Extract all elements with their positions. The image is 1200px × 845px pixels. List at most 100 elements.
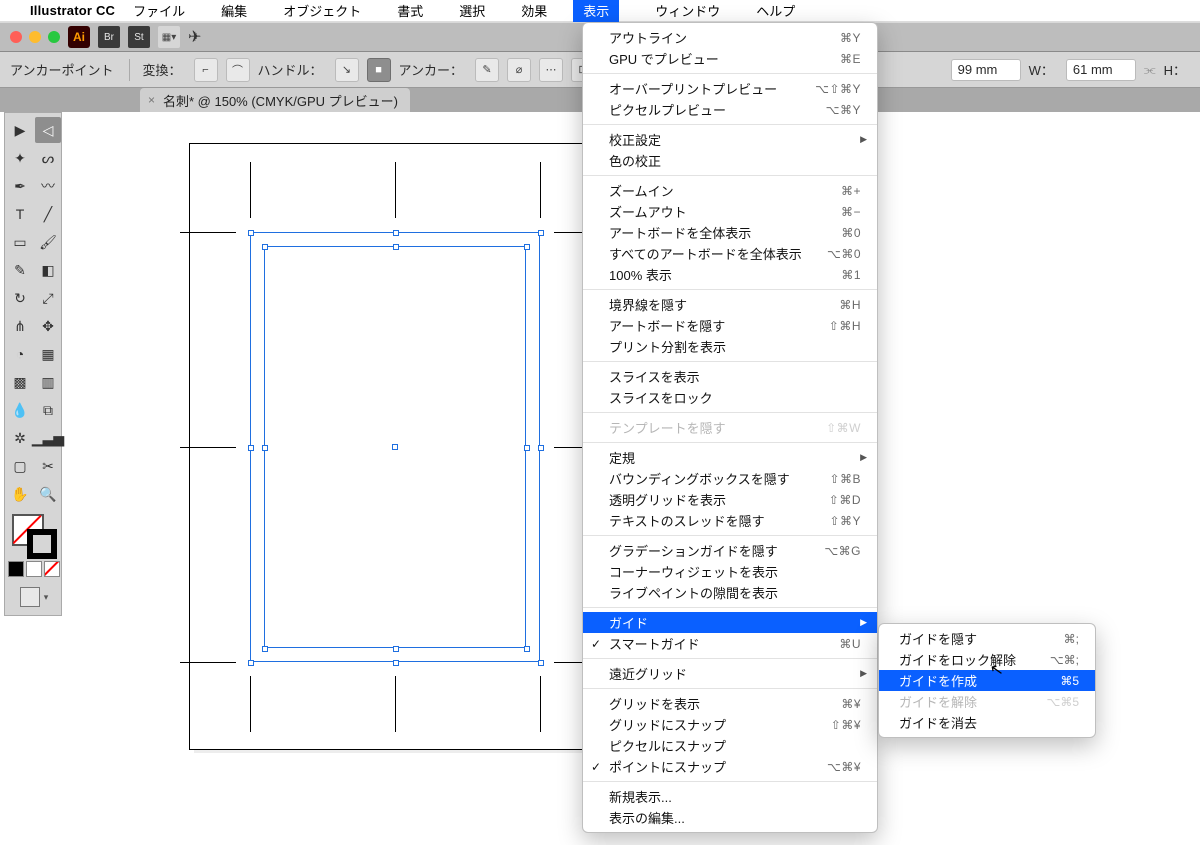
hand-tool[interactable]: ✋	[7, 481, 33, 507]
menu-効果[interactable]: 効果	[521, 1, 547, 20]
illustrator-logo-icon: Ai	[68, 26, 90, 48]
pen-tool[interactable]: ✒	[7, 173, 33, 199]
menuitem-アウトライン[interactable]: アウトライン⌘Y	[583, 27, 877, 48]
menuitem-グリッドを表示[interactable]: グリッドを表示⌘¥	[583, 693, 877, 714]
menu-書式[interactable]: 書式	[397, 1, 423, 20]
menu-オブジェクト[interactable]: オブジェクト	[283, 1, 361, 20]
menuitem-すべてのアートボードを全体表示[interactable]: すべてのアートボードを全体表示⌥⌘0	[583, 243, 877, 264]
rectangle-tool[interactable]: ▭	[7, 229, 33, 255]
type-tool[interactable]: T	[7, 201, 33, 227]
menuitem-ライブペイントの隙間を表示[interactable]: ライブペイントの隙間を表示	[583, 582, 877, 603]
w-field[interactable]: 61 mm	[1066, 59, 1136, 81]
menuitem-グラデーションガイドを隠す[interactable]: グラデーションガイドを隠す⌥⌘G	[583, 540, 877, 561]
pencil-tool[interactable]: ✎	[7, 257, 33, 283]
menuitem-スライスをロック[interactable]: スライスをロック	[583, 387, 877, 408]
paintbrush-tool[interactable]: 🖌	[35, 229, 61, 255]
submenuitem-ガイドをロック解除[interactable]: ガイドをロック解除⌥⌘;	[879, 649, 1095, 670]
menuitem-定規[interactable]: 定規	[583, 447, 877, 468]
graph-tool[interactable]: ▁▃▅	[35, 425, 61, 451]
h-label: H：	[1164, 60, 1186, 79]
document-tab[interactable]: × 名刺* @ 150% (CMYK/GPU プレビュー)	[140, 88, 410, 112]
menuitem-ズームイン[interactable]: ズームイン⌘+	[583, 180, 877, 201]
stock-icon[interactable]: St	[128, 26, 150, 48]
slice-tool[interactable]: ✂	[35, 453, 61, 479]
menuitem-ポイントにスナップ[interactable]: ポイントにスナップ⌥⌘¥	[583, 756, 877, 777]
lasso-tool[interactable]: ᔕ	[35, 145, 61, 171]
symbol-sprayer-tool[interactable]: ✲	[7, 425, 33, 451]
menuitem-アートボードを全体表示[interactable]: アートボードを全体表示⌘0	[583, 222, 877, 243]
handle-2-button[interactable]: ■	[367, 58, 391, 82]
menuitem-ガイド[interactable]: ガイド	[583, 612, 877, 633]
anchor-remove-button[interactable]: ✎	[475, 58, 499, 82]
artboard-tool[interactable]: ▢	[7, 453, 33, 479]
handle-1-button[interactable]: ↘	[335, 58, 359, 82]
blend-tool[interactable]: ⧉	[35, 397, 61, 423]
menu-表示[interactable]: 表示	[573, 0, 619, 22]
rotate-tool[interactable]: ↻	[7, 285, 33, 311]
menu-ヘルプ[interactable]: ヘルプ	[756, 1, 795, 20]
menuitem-グリッドにスナップ[interactable]: グリッドにスナップ⇧⌘¥	[583, 714, 877, 735]
menuitem-表示の編集...[interactable]: 表示の編集...	[583, 807, 877, 828]
shape-builder-tool[interactable]: ◔	[7, 341, 33, 367]
menu-ファイル[interactable]: ファイル	[133, 1, 185, 20]
link-icon[interactable]: ⫘	[1144, 62, 1156, 78]
submenuitem-ガイドを隠す[interactable]: ガイドを隠す⌘;	[879, 628, 1095, 649]
rocket-icon[interactable]: ✈	[188, 27, 208, 47]
free-transform-tool[interactable]: ✥	[35, 313, 61, 339]
scale-tool[interactable]: ⤢	[35, 285, 61, 311]
submenuitem-ガイドを消去[interactable]: ガイドを消去	[879, 712, 1095, 733]
fill-stroke-control[interactable]	[7, 513, 61, 557]
close-icon[interactable]	[10, 31, 22, 43]
line-tool[interactable]: ╱	[35, 201, 61, 227]
gradient-tool[interactable]: ▥	[35, 369, 61, 395]
eraser-tool[interactable]: ◧	[35, 257, 61, 283]
color-mode-row[interactable]	[7, 561, 61, 577]
screen-mode[interactable]: ▾	[7, 583, 61, 611]
menuitem-境界線を隠す[interactable]: 境界線を隠す⌘H	[583, 294, 877, 315]
menuitem-遠近グリッド[interactable]: 遠近グリッド	[583, 663, 877, 684]
menuitem-オーバープリントプレビュー[interactable]: オーバープリントプレビュー⌥⇧⌘Y	[583, 78, 877, 99]
window-controls[interactable]	[10, 31, 60, 43]
zoom-icon[interactable]	[48, 31, 60, 43]
arrange-icon[interactable]: ▦▾	[158, 26, 180, 48]
menuitem-GPU でプレビュー[interactable]: GPU でプレビュー⌘E	[583, 48, 877, 69]
menuitem-色の校正[interactable]: 色の校正	[583, 150, 877, 171]
menuitem-アートボードを隠す[interactable]: アートボードを隠す⇧⌘H	[583, 315, 877, 336]
eyedropper-tool[interactable]: 💧	[7, 397, 33, 423]
anchor-btn-3[interactable]: ⋯	[539, 58, 563, 82]
width-tool[interactable]: ⋔	[7, 313, 33, 339]
menuitem-ピクセルプレビュー[interactable]: ピクセルプレビュー⌥⌘Y	[583, 99, 877, 120]
menuitem-スマートガイド[interactable]: スマートガイド⌘U	[583, 633, 877, 654]
perspective-tool[interactable]: ▦	[35, 341, 61, 367]
convert-smooth-button[interactable]: ⌒	[226, 58, 250, 82]
zoom-tool[interactable]: 🔍	[35, 481, 61, 507]
y-field[interactable]: 99 mm	[951, 59, 1021, 81]
menu-選択[interactable]: 選択	[459, 1, 485, 20]
menuitem-100% 表示[interactable]: 100% 表示⌘1	[583, 264, 877, 285]
menuitem-ズームアウト[interactable]: ズームアウト⌘−	[583, 201, 877, 222]
menu-編集[interactable]: 編集	[221, 1, 247, 20]
minimize-icon[interactable]	[29, 31, 41, 43]
anchor-btn-2[interactable]: ⌀	[507, 58, 531, 82]
mesh-tool[interactable]: ▩	[7, 369, 33, 395]
guide-submenu: ガイドを隠す⌘;ガイドをロック解除⌥⌘;ガイドを作成⌘5ガイドを解除⌥⌘5ガイド…	[878, 623, 1096, 738]
bridge-icon[interactable]: Br	[98, 26, 120, 48]
magic-wand-tool[interactable]: ✦	[7, 145, 33, 171]
menuitem-スライスを表示[interactable]: スライスを表示	[583, 366, 877, 387]
anchor-label: アンカー：	[399, 60, 463, 79]
selection-tool[interactable]: ▶	[7, 117, 33, 143]
menuitem-透明グリッドを表示[interactable]: 透明グリッドを表示⇧⌘D	[583, 489, 877, 510]
menuitem-バウンディングボックスを隠す[interactable]: バウンディングボックスを隠す⇧⌘B	[583, 468, 877, 489]
menuitem-新規表示...[interactable]: 新規表示...	[583, 786, 877, 807]
menuitem-コーナーウィジェットを表示[interactable]: コーナーウィジェットを表示	[583, 561, 877, 582]
submenuitem-ガイドを作成[interactable]: ガイドを作成⌘5	[879, 670, 1095, 691]
convert-corner-button[interactable]: ⌐	[194, 58, 218, 82]
direct-selection-tool[interactable]: ◁	[35, 117, 61, 143]
menuitem-校正設定[interactable]: 校正設定	[583, 129, 877, 150]
menuitem-プリント分割を表示[interactable]: プリント分割を表示	[583, 336, 877, 357]
menuitem-ピクセルにスナップ[interactable]: ピクセルにスナップ	[583, 735, 877, 756]
close-tab-icon[interactable]: ×	[148, 93, 155, 107]
menuitem-テキストのスレッドを隠す[interactable]: テキストのスレッドを隠す⇧⌘Y	[583, 510, 877, 531]
curvature-tool[interactable]: 〰	[35, 173, 61, 199]
menu-ウィンドウ[interactable]: ウィンドウ	[655, 1, 720, 20]
